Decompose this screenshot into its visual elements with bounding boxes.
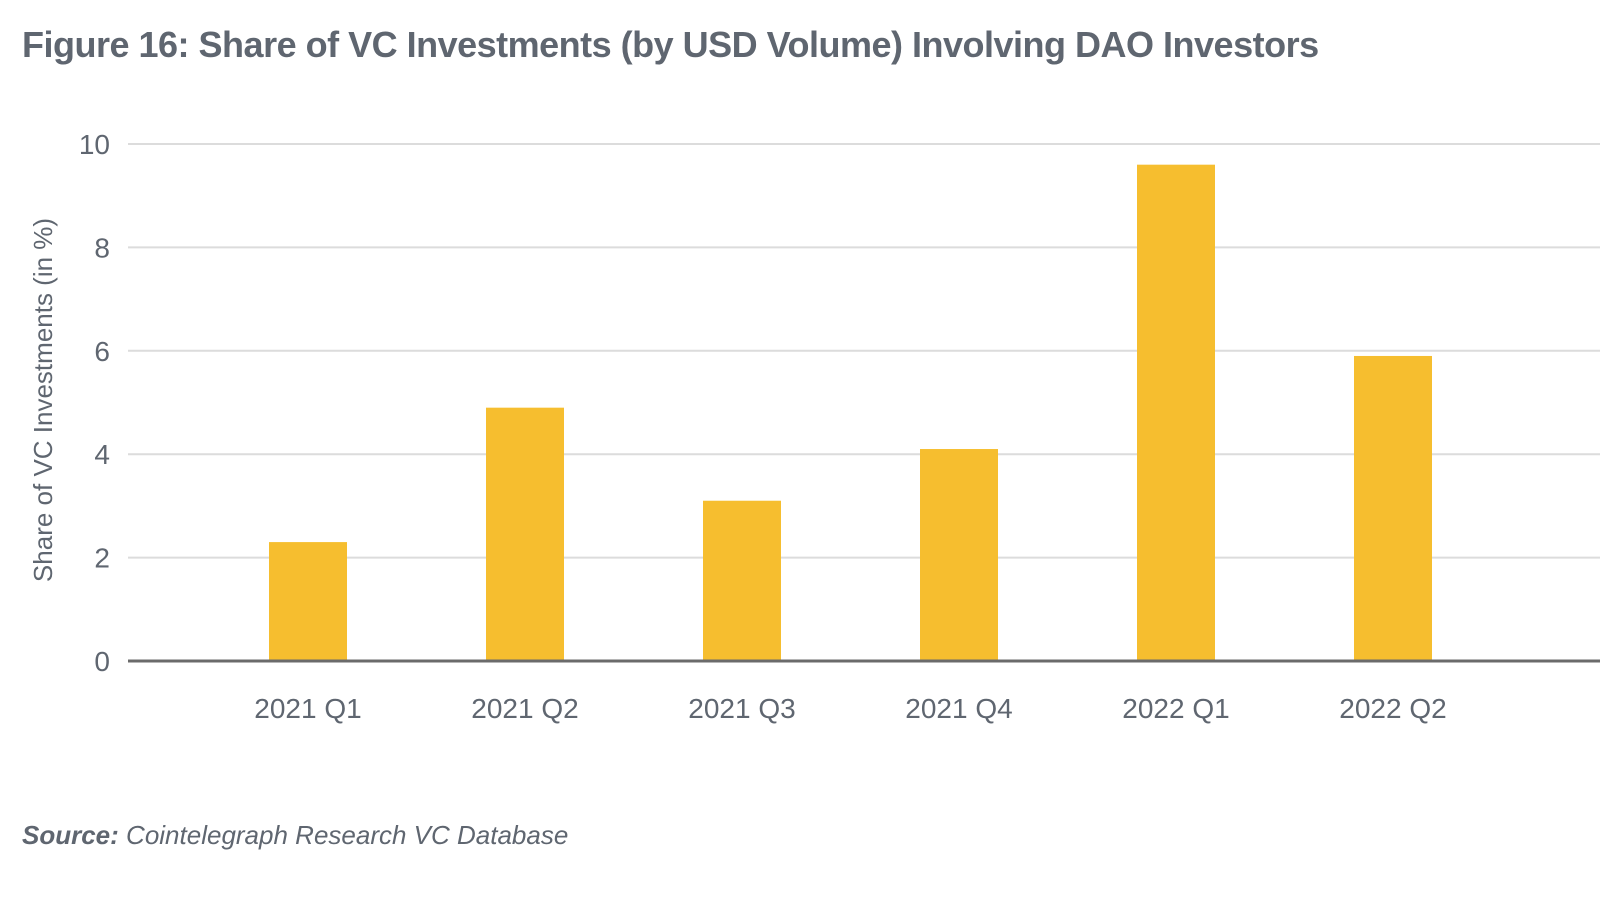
x-tick-label: 2021 Q2 (471, 693, 578, 724)
x-tick-label: 2021 Q4 (905, 693, 1012, 724)
y-tick-label: 4 (94, 439, 110, 470)
x-tick-label: 2022 Q1 (1122, 693, 1229, 724)
x-tick-label: 2021 Q1 (254, 693, 361, 724)
y-tick-label: 8 (94, 232, 110, 263)
source-text: Cointelegraph Research VC Database (126, 820, 569, 850)
source-label: Source: (22, 820, 119, 850)
y-axis-label: Share of VC Investments (in %) (28, 218, 58, 582)
bar (1354, 355, 1432, 661)
y-tick-label: 10 (79, 129, 110, 160)
y-axis-ticks: 0 2 4 6 8 10 (79, 129, 110, 677)
bar (486, 407, 564, 661)
bar (269, 542, 347, 661)
bar (920, 449, 998, 661)
source-note: Source: Cointelegraph Research VC Databa… (22, 820, 568, 851)
y-tick-label: 2 (94, 543, 110, 574)
y-tick-label: 0 (94, 646, 110, 677)
x-tick-label: 2022 Q2 (1339, 693, 1446, 724)
x-tick-label: 2021 Q3 (688, 693, 795, 724)
bar (703, 500, 781, 661)
x-axis-ticks: 2021 Q1 2021 Q2 2021 Q3 2021 Q4 2022 Q1 2022 … (254, 693, 1446, 724)
bar-chart: 0 2 4 6 8 10 2021 Q1 2021 Q2 2021 Q3 2021 Q4 2022… (28, 129, 1600, 724)
chart-title: Figure 16: Share of VC Investments (by U… (22, 24, 1319, 65)
bars (269, 164, 1432, 661)
y-tick-label: 6 (94, 336, 110, 367)
bar (1137, 164, 1215, 661)
